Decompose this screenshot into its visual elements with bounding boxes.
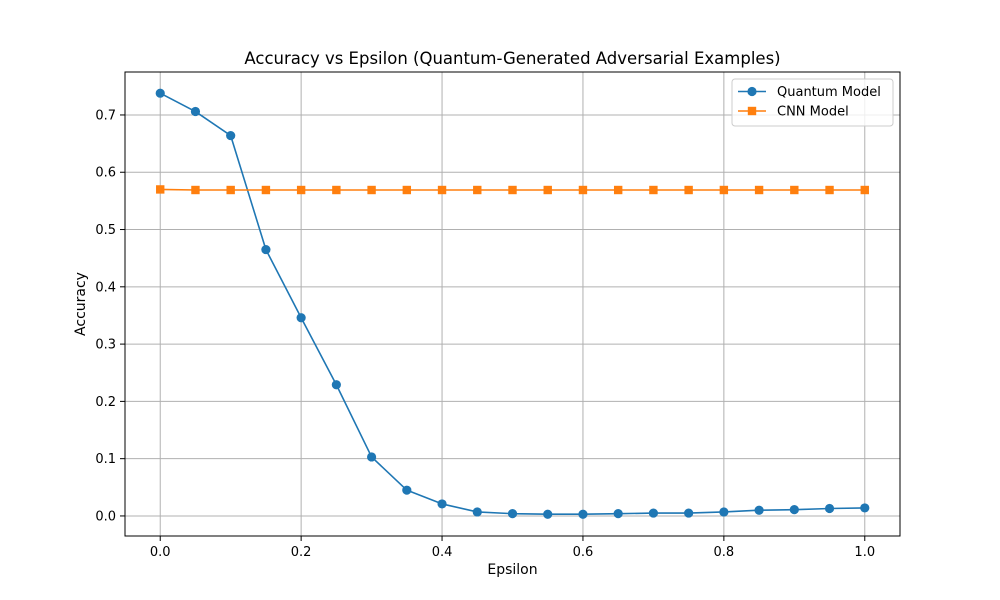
y-tick-label: 0.3 [95,338,116,353]
x-tick-label: 0.2 [291,545,312,560]
quantum-model-point [472,507,482,517]
quantum-model-point [824,503,835,514]
series-cnn-model [156,185,869,195]
quantum-model-point [155,88,165,98]
quantum-model-point [437,499,447,509]
quantum-model-point [578,509,588,519]
quantum-model-point [719,507,729,517]
cnn-model-point [508,185,517,195]
y-tick-label: 0.5 [95,223,116,238]
cnn-model-point [261,185,271,195]
cnn-model-point [613,185,623,195]
legend-label: CNN Model [777,105,849,120]
y-tick-label: 0.4 [95,280,116,295]
cnn-model-point [332,185,341,195]
quantum-model-point [507,509,518,519]
legend-item-quantum-model: Quantum Model [738,85,881,100]
cnn-model-point [684,185,693,195]
quantum-model-point [402,485,412,495]
legend-box [731,78,894,127]
legend-entries: Quantum Model CNN Model [738,85,881,120]
x-tick-label: 1.0 [854,545,875,560]
legend-label: Quantum Model [777,85,881,100]
cnn-model-point [402,185,412,195]
legend-item-cnn-model: CNN Model [738,105,849,120]
quantum-model-point [613,509,623,519]
cnn-model-point [296,185,306,195]
cnn-model-point [367,185,376,195]
legend: Quantum Model CNN Model [731,78,894,127]
quantum-model-point [296,313,306,323]
cnn-model-point [226,185,235,195]
quantum-model-point [754,505,764,515]
cnn-model-point [719,185,729,195]
legend-swatch-marker [747,86,757,97]
cnn-model-point [191,185,200,195]
x-tick-label: 0.4 [432,545,453,560]
y-tick-label: 0.7 [95,108,116,123]
x-axis-label: Epsilon [487,562,537,578]
x-tick-label: 0.6 [573,545,594,560]
series-layer [155,88,870,519]
ticks: 0.0 0.2 0.4 0.6 0.8 1.0 0.0 0.1 0.2 0.3 0.4 0.5 0.6 0… [95,108,875,560]
plot-frame [124,71,901,537]
cnn-model-point [473,185,482,195]
grid [125,72,900,536]
cnn-model-point [649,185,658,195]
y-tick-label: 0.0 [95,509,116,524]
y-tick-label: 0.1 [95,452,116,467]
quantum-model-point [860,503,870,513]
series-quantum-model [155,88,870,519]
cnn-model-point [754,185,764,195]
cnn-model-point [825,185,834,195]
x-tick-label: 0.8 [714,545,735,560]
y-axis-label: Accuracy [73,272,89,336]
cnn-model-point [578,185,588,195]
y-tick-label: 0.2 [95,395,116,410]
cnn-model-point [543,185,552,195]
quantum-model-point [190,106,201,117]
quantum-model-point [261,244,271,255]
cnn-model-point [860,185,869,195]
quantum-model-point [366,452,377,462]
quantum-model-point [684,508,694,518]
cnn-model-point [156,185,165,194]
x-tick-label: 0.0 [150,545,171,560]
cnn-model-point [790,185,799,195]
quantum-model-point [789,505,799,515]
legend-swatch-marker [747,106,757,116]
quantum-model-point [543,509,553,519]
y-tick-label: 0.6 [95,166,116,181]
quantum-model-point [226,130,236,141]
cnn-model-point [437,185,447,195]
quantum-model-point [331,380,341,390]
quantum-model-point [648,508,659,518]
chart-title: Accuracy vs Epsilon (Quantum-Generated A… [244,49,780,68]
